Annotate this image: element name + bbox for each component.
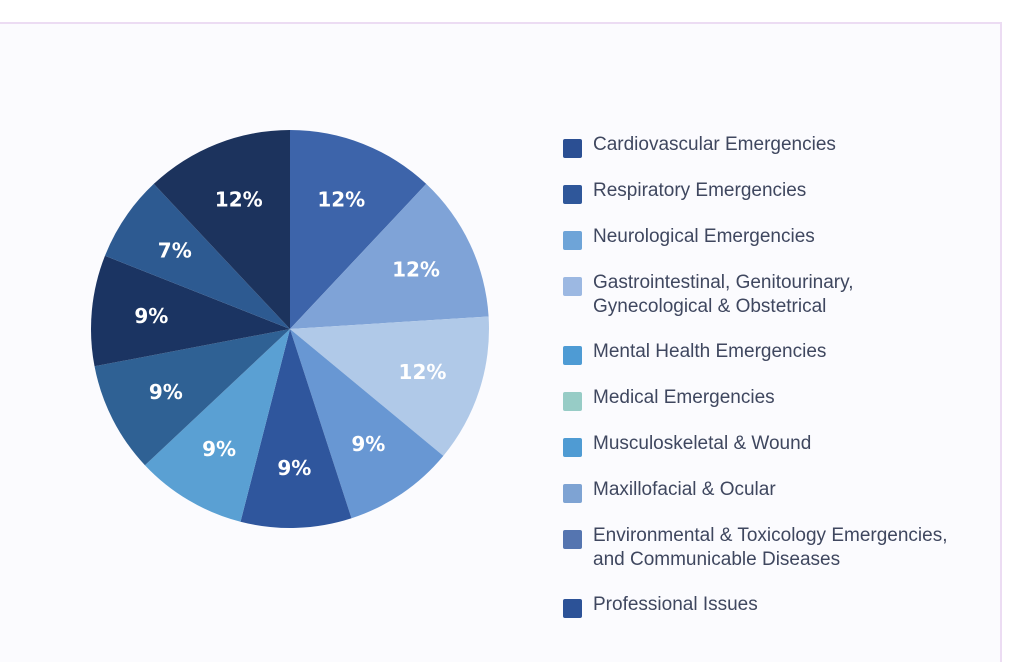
pie-slice-1 — [290, 130, 427, 329]
legend-swatch — [563, 346, 582, 365]
slice-value-label-9: 7% — [158, 239, 192, 263]
pie-slice-3 — [290, 316, 489, 456]
pie-slice-5 — [240, 329, 352, 528]
legend-swatch — [563, 139, 582, 158]
legend-item-6: Medical Emergencies — [563, 386, 1003, 411]
legend-item-5: Mental Health Emergencies — [563, 340, 1003, 365]
legend-label: Respiratory Emergencies — [593, 180, 807, 201]
legend-swatch — [563, 438, 582, 457]
legend-swatch — [563, 277, 582, 296]
legend-label: Mental Health Emergencies — [593, 341, 827, 362]
pie-chart: 12% 12% 12% 9% 9% 9% 9% 9% 7% 12% — [90, 130, 489, 528]
legend-label: Professional Issues — [593, 594, 758, 615]
pie-slice-8 — [90, 255, 290, 367]
chart-panel: 12% 12% 12% 9% 9% 9% 9% 9% 7% 12% Cardiovascular … — [0, 22, 1002, 662]
pie-slice-6 — [144, 329, 290, 522]
legend: Cardiovascular Emergencies Respiratory Em… — [563, 133, 1003, 639]
legend-label: Gastrointestinal, Genitourinary, Gynecol… — [593, 272, 854, 317]
legend-swatch — [563, 484, 582, 503]
legend-label: Musculoskeletal & Wound — [593, 433, 812, 454]
legend-swatch — [563, 185, 582, 204]
legend-swatch — [563, 392, 582, 411]
legend-item-8: Maxillofacial & Ocular — [563, 478, 1003, 503]
legend-label: Cardiovascular Emergencies — [593, 134, 836, 155]
pie-slice-4 — [290, 329, 444, 519]
legend-label: Medical Emergencies — [593, 387, 775, 408]
slice-value-label-7: 9% — [149, 380, 183, 404]
pie-slice-7 — [94, 329, 290, 466]
legend-swatch — [563, 599, 582, 618]
legend-swatch — [563, 231, 582, 250]
slice-value-label-5: 9% — [277, 456, 311, 480]
legend-item-1: Cardiovascular Emergencies — [563, 133, 1003, 158]
slice-value-label-3: 12% — [399, 360, 447, 384]
legend-label: Environmental & Toxicology Emergencies, … — [593, 525, 948, 570]
legend-label: Maxillofacial & Ocular — [593, 479, 776, 500]
legend-item-7: Musculoskeletal & Wound — [563, 432, 1003, 457]
legend-item-10: Professional Issues — [563, 593, 1003, 618]
slice-value-label-6: 9% — [202, 437, 236, 461]
slice-value-label-10: 12% — [215, 187, 263, 211]
legend-label: Neurological Emergencies — [593, 226, 815, 247]
pie-slice-9 — [104, 183, 290, 329]
pie-slice-2 — [290, 183, 489, 329]
legend-item-2: Respiratory Emergencies — [563, 179, 1003, 204]
legend-swatch — [563, 530, 582, 549]
slice-value-label-2: 12% — [392, 258, 440, 282]
slice-value-label-8: 9% — [134, 304, 168, 328]
slice-value-label-4: 9% — [351, 432, 385, 456]
legend-item-9: Environmental & Toxicology Emergencies, … — [563, 524, 1003, 572]
slice-value-label-1: 12% — [317, 187, 365, 211]
legend-item-4: Gastrointestinal, Genitourinary, Gynecol… — [563, 271, 1003, 319]
legend-item-3: Neurological Emergencies — [563, 225, 1003, 250]
pie-slice-10 — [153, 130, 290, 329]
